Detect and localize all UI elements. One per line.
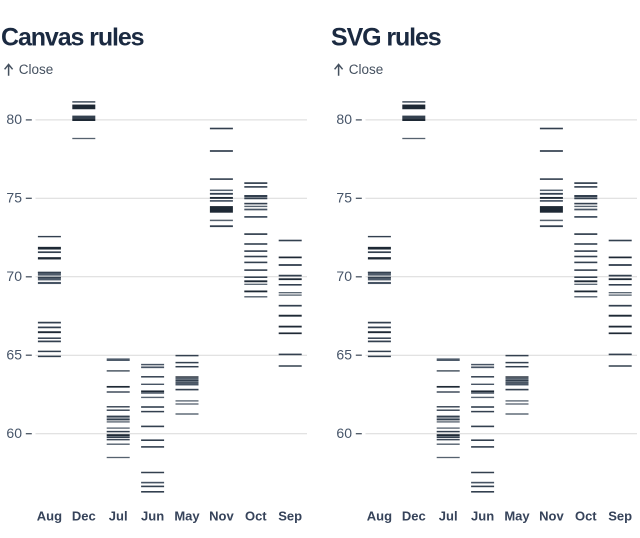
svg-text:Sep: Sep [278,509,302,524]
svg-text:Canvas rules: Canvas rules [1,24,144,52]
svg-text:SVG rules: SVG rules [331,24,441,52]
svg-text:May: May [174,509,200,524]
svg-text:Dec: Dec [402,509,426,524]
svg-text:Aug: Aug [37,509,62,524]
svg-text:65: 65 [6,347,22,363]
svg-text:Oct: Oct [245,509,267,524]
svg-text:Sep: Sep [608,509,632,524]
svg-text:60: 60 [336,425,352,441]
svg-text:Dec: Dec [72,509,96,524]
svg-text:60: 60 [6,425,22,441]
svg-text:Close: Close [19,62,54,77]
svg-text:Jun: Jun [471,509,494,524]
svg-text:70: 70 [6,268,22,284]
svg-text:65: 65 [336,347,352,363]
svg-text:75: 75 [336,190,352,206]
svg-text:Nov: Nov [539,509,564,524]
svg-text:Jul: Jul [439,509,458,524]
svg-text:Jun: Jun [141,509,164,524]
svg-text:80: 80 [6,111,22,127]
svg-text:80: 80 [336,111,352,127]
svg-text:75: 75 [6,190,22,206]
svg-text:70: 70 [336,268,352,284]
svg-text:Jul: Jul [109,509,128,524]
svg-text:Nov: Nov [209,509,234,524]
svg-text:Aug: Aug [367,509,392,524]
svg-text:Close: Close [349,62,384,77]
svg-text:May: May [504,509,530,524]
svg-text:Oct: Oct [575,509,597,524]
